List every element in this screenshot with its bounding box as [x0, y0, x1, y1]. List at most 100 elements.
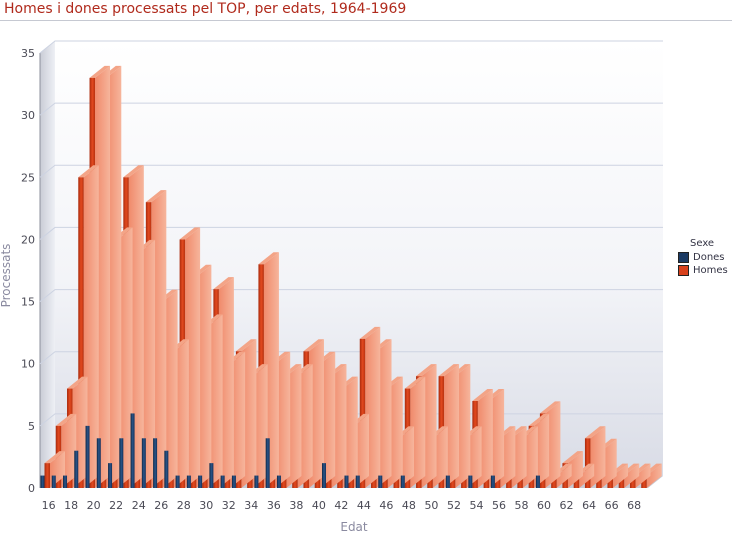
bar-dones-front: [119, 438, 124, 488]
y-tick-label: 30: [21, 109, 35, 122]
bar-homes-top: [145, 190, 167, 203]
bar-dones-front: [108, 463, 113, 488]
bar-homes-side: [95, 65, 111, 488]
x-tick-label: 34: [244, 499, 258, 512]
bar-dones: [209, 463, 214, 488]
bar-homes-front: [573, 475, 580, 488]
bar-dones-front: [400, 475, 405, 488]
side-wall: [40, 41, 55, 488]
bar-homes-side: [624, 463, 640, 488]
bar-homes-front: [359, 338, 366, 488]
bar-homes-side: [511, 426, 527, 488]
bar-homes-side: [196, 264, 212, 488]
bar-dones-front: [74, 450, 79, 488]
x-tick-label: 32: [222, 499, 236, 512]
bar-homes-top: [359, 326, 381, 339]
bar-homes-front: [607, 475, 613, 488]
x-tick-label: 24: [132, 499, 146, 512]
bar-dones: [186, 475, 191, 488]
bar-dones-front: [63, 475, 68, 488]
bar-homes-front: [618, 475, 625, 488]
bar-dones: [400, 475, 405, 488]
x-tick-label: 38: [289, 499, 303, 512]
bar-homes-side: [500, 426, 516, 488]
y-tick-label: 20: [21, 233, 35, 246]
bar-dones: [141, 438, 146, 488]
x-tick-label: 36: [267, 499, 281, 512]
bar-homes-top: [416, 364, 437, 377]
y-tick-label: 15: [21, 296, 35, 309]
x-tick-label: 68: [627, 499, 641, 512]
bar-dones-front: [344, 475, 349, 488]
bar-homes-front: [551, 475, 557, 488]
legend: Sexe Dones Homes: [678, 238, 728, 277]
bar-homes-side: [376, 339, 392, 488]
bar-dones: [231, 475, 236, 488]
bar-homes-top: [44, 451, 65, 464]
bar-dones: [254, 475, 259, 488]
bar-homes-side: [556, 463, 572, 488]
x-tick-labels: 16 18 20 22 24 26 28 30 32 34 36 38 40 42 44 46 48 50 52 54…: [42, 499, 641, 512]
bar-homes-front: [44, 463, 50, 488]
chart-title: Homes i dones processats pel TOP, per ed…: [4, 1, 407, 17]
bar-homes-top: [78, 165, 99, 178]
bar-dones: [535, 475, 540, 488]
bar-homes-side: [410, 376, 426, 488]
bar-homes-top: [89, 65, 111, 78]
bar-homes-side: [218, 277, 234, 488]
bar-homes-top: [404, 376, 426, 389]
title-divider: [0, 20, 732, 21]
y-tick-label: 0: [28, 482, 35, 495]
bar-homes-front: [78, 177, 84, 489]
x-tick-label: 44: [357, 499, 371, 512]
x-tick-label: 56: [492, 499, 506, 512]
bar-homes-side: [579, 463, 595, 488]
bar-dones-front: [445, 475, 450, 488]
bar-homes-top: [438, 364, 460, 377]
bar-homes-side: [522, 426, 538, 488]
x-tick-label: 28: [177, 499, 191, 512]
legend-item-dones: Dones: [678, 251, 728, 264]
bar-dones-front: [355, 475, 360, 488]
bar-homes: [78, 165, 99, 489]
bar-homes-side: [320, 351, 336, 488]
y-tick-label: 5: [28, 420, 35, 433]
bar-dones-front: [254, 475, 259, 488]
bar-homes-side: [387, 376, 403, 488]
bar-dones: [445, 475, 450, 488]
bar-homes-side: [297, 364, 313, 488]
bar-homes-front: [641, 475, 647, 488]
bar-homes-side: [230, 351, 246, 488]
bar-dones-front: [164, 450, 169, 488]
bar-homes-top: [179, 227, 201, 240]
bar-homes-side: [455, 364, 471, 488]
bar-homes-top: [539, 401, 561, 414]
gridline: [39, 351, 663, 365]
bar-dones-front: [378, 475, 383, 488]
bar-homes-top: [67, 376, 88, 389]
bar-homes-side: [263, 252, 279, 488]
legend-label-dones: Dones: [693, 252, 725, 263]
bar-homes-top: [303, 339, 324, 352]
bar-dones-front: [220, 475, 225, 488]
bar-homes-side: [241, 339, 257, 488]
bar-dones: [490, 475, 495, 488]
bar-dones: [321, 463, 326, 488]
bar-homes-side: [590, 426, 606, 488]
bar-homes-side: [365, 326, 381, 488]
bar-dones: [265, 438, 270, 488]
x-tick-label: 54: [469, 499, 483, 512]
bar-dones-front: [175, 475, 180, 488]
bar-homes-side: [432, 426, 448, 488]
bar-dones-front: [231, 475, 236, 488]
bar-dones: [153, 438, 158, 488]
legend-swatch-dones: [678, 252, 689, 263]
bar-homes-side: [612, 463, 628, 488]
bar-homes-side: [331, 364, 347, 488]
bar-dones-front: [153, 438, 158, 488]
bar-dones: [378, 475, 383, 488]
y-tick-label: 25: [21, 171, 35, 184]
x-tick-label: 52: [447, 499, 461, 512]
bar-dones: [175, 475, 180, 488]
